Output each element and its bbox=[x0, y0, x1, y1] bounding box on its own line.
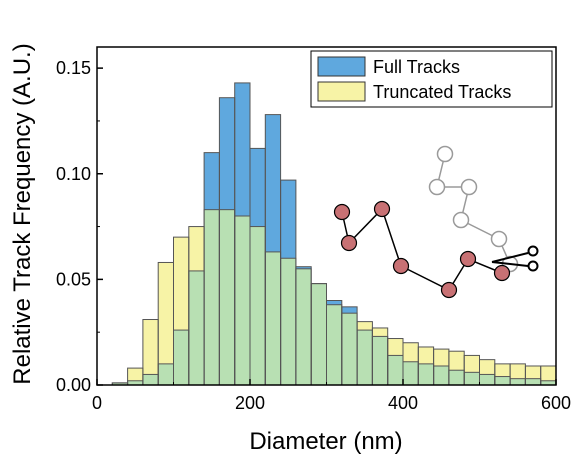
overlap-bar bbox=[464, 372, 480, 385]
overlap-bar bbox=[341, 313, 358, 385]
overlap-bar bbox=[525, 378, 541, 385]
truncated-track-node bbox=[459, 250, 477, 268]
full-track-node bbox=[452, 211, 470, 229]
overlap-bar bbox=[418, 363, 434, 385]
legend: Full Tracks Truncated Tracks bbox=[310, 50, 553, 108]
overlap-bar bbox=[494, 376, 511, 385]
y-tick-label: 0.05 bbox=[56, 269, 91, 289]
overlap-bar bbox=[372, 336, 388, 385]
truncated-tracks-bar bbox=[142, 319, 159, 385]
legend-swatch-full-tracks bbox=[317, 56, 366, 77]
y-axis-title: Relative Track Frequency (A.U.) bbox=[9, 43, 36, 384]
full-track-path bbox=[436, 153, 511, 265]
full-track-node bbox=[428, 178, 446, 196]
truncated-tracks-bar bbox=[540, 365, 556, 385]
y-tick-label: 0.15 bbox=[56, 58, 91, 78]
full-track-node bbox=[490, 230, 508, 248]
overlap-bar bbox=[234, 216, 250, 385]
x-tick-label: 200 bbox=[235, 393, 265, 413]
y-axis-ticks: 0.00 0.05 0.10 0.15 bbox=[56, 58, 103, 395]
x-axis-title: Diameter (nm) bbox=[249, 428, 402, 455]
overlap-bar bbox=[250, 226, 266, 385]
x-tick-label: 600 bbox=[541, 393, 571, 413]
truncated-track-path bbox=[341, 207, 503, 291]
overlap-bar bbox=[219, 209, 235, 385]
x-tick-label: 0 bbox=[92, 393, 102, 413]
full-track-node bbox=[460, 178, 478, 196]
truncated-track-node bbox=[493, 264, 511, 282]
overlap-bar bbox=[433, 365, 449, 385]
overlap-bar bbox=[311, 283, 327, 385]
truncated-track-node bbox=[340, 234, 358, 252]
overlap-bar bbox=[357, 330, 373, 385]
overlap-bar bbox=[158, 363, 174, 385]
scissors-icon bbox=[491, 245, 539, 272]
legend-label-truncated-tracks: Truncated Tracks bbox=[373, 82, 511, 102]
overlap-bar bbox=[540, 380, 556, 385]
overlap-bar bbox=[403, 361, 419, 385]
legend-swatch-truncated-tracks bbox=[317, 81, 366, 102]
scissors-handle bbox=[527, 245, 539, 257]
overlap-bar bbox=[448, 370, 465, 385]
truncated-track-node bbox=[373, 200, 391, 218]
overlap-bars bbox=[112, 209, 556, 385]
scissors-blade bbox=[491, 252, 529, 263]
truncated-track-node bbox=[333, 203, 351, 221]
overlap-bar bbox=[142, 374, 159, 385]
overlap-bar bbox=[510, 378, 526, 385]
x-axis-ticks: 0 200 400 600 bbox=[92, 379, 571, 413]
overlap-bar bbox=[173, 330, 189, 385]
overlap-bar bbox=[127, 380, 143, 385]
overlap-bar bbox=[295, 268, 312, 385]
y-tick-label: 0.10 bbox=[56, 164, 91, 184]
scissors-blade bbox=[491, 261, 529, 267]
overlap-bar bbox=[265, 251, 281, 385]
overlap-bar bbox=[479, 374, 495, 385]
overlap-bar bbox=[280, 258, 296, 385]
overlap-bar bbox=[387, 355, 403, 385]
overlap-bar bbox=[188, 270, 205, 385]
y-tick-label: 0.00 bbox=[56, 375, 91, 395]
truncated-tracks-bar bbox=[158, 262, 174, 385]
x-tick-label: 400 bbox=[388, 393, 418, 413]
overlap-bar bbox=[204, 209, 220, 385]
truncated-track-node bbox=[392, 257, 410, 275]
full-track-node bbox=[436, 145, 454, 163]
overlap-bar bbox=[326, 304, 342, 385]
truncated-track-node bbox=[440, 281, 458, 299]
overlap-bar bbox=[112, 382, 128, 385]
track-inset-illustration bbox=[333, 145, 539, 299]
scissors-handle bbox=[527, 260, 539, 272]
legend-label-full-tracks: Full Tracks bbox=[373, 57, 460, 77]
